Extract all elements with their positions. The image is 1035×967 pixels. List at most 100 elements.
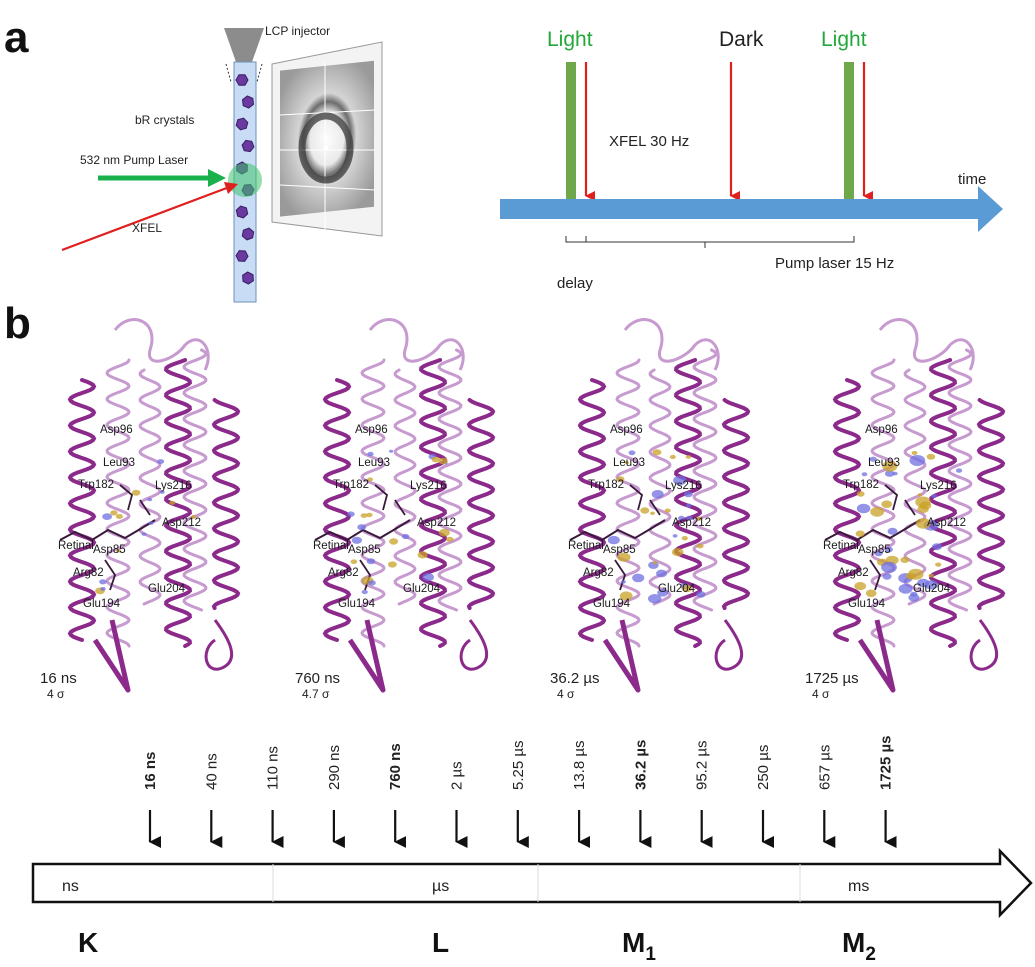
negative-density [874,550,883,557]
scale-label-us: µs [432,878,449,895]
structure-sigma-label: 4.7 σ [302,687,330,701]
helix [721,398,751,610]
pump-rate-label: Pump laser 15 Hz [775,255,894,272]
scale-label-ms: ms [848,878,869,895]
structure-time-label: 760 ns [295,670,340,687]
negative-density [651,490,664,499]
helix [105,358,131,648]
retinal-chain [569,519,666,542]
negative-density [401,533,410,540]
residue-label-arg82: Arg82 [583,567,614,579]
positive-density [131,489,141,496]
negative-density [909,455,926,466]
positive-density [431,456,440,463]
negative-density [607,535,620,545]
negative-density [887,527,898,535]
xfel-beam [61,184,233,252]
residue-label-asp85: Asp85 [348,544,381,556]
state-k: K [78,927,98,958]
light-label-2: Light [821,28,867,51]
side-chains [869,484,916,591]
negative-density [157,459,165,464]
timepoint-label: 5.25 µs [510,740,527,790]
lcp-injector-label: LCP injector [265,24,330,38]
side-chains [104,484,151,591]
crystal-icon [242,271,254,285]
helix [928,358,958,648]
negative-density [361,589,368,595]
structure-3: Asp96 Leu93 Trp182 Lys216 Asp212 Retinal Asp85… [550,318,751,701]
positive-density [882,461,898,472]
residue-label-asp212: Asp212 [162,517,201,529]
residue-label-arg82: Arg82 [328,567,359,579]
structure-sigma-label: 4 σ [557,687,575,701]
interaction-spot [228,163,262,197]
residue-label-glu204: Glu204 [403,583,441,595]
negative-density [956,468,963,473]
negative-density [917,578,930,588]
detector-icon [271,41,383,237]
helix [615,358,641,648]
positive-density [367,477,373,482]
side-chains [614,484,661,591]
negative-density [141,532,147,536]
helix [903,368,927,606]
helix [138,368,162,606]
residue-label-trp182: Trp182 [78,479,114,491]
structure-time-label: 36.2 µs [550,670,600,687]
retinal-chain [59,519,156,542]
helix [437,348,463,612]
positive-density [681,584,693,593]
positive-density [350,559,358,564]
negative-density [884,546,893,553]
helix [648,368,672,606]
loop [368,318,465,371]
positive-density [116,549,121,553]
residue-label-lys216: Lys216 [665,480,702,492]
positive-density [115,514,123,519]
pump-pulse-bar-1 [566,62,576,202]
positive-density [854,582,867,591]
timepoint-label: 95.2 µs [694,740,711,790]
positive-density [926,453,936,460]
loop [623,318,720,371]
loop [878,318,975,371]
timepoint-label: 36.2 µs [632,740,649,790]
helix [947,348,973,612]
positive-density [110,510,118,516]
panel-b-label: b [4,299,31,348]
crystal-icon [235,117,249,131]
negative-density [102,513,112,520]
negative-density [678,515,685,521]
positive-density [919,501,932,510]
residue-label-glu194: Glu194 [848,598,886,610]
negative-density [147,497,153,502]
positive-density [617,552,631,562]
pump-pulse-bar-2 [844,62,854,202]
loop [714,619,744,671]
structure-4: Asp96 Leu93 Trp182 Lys216 Asp212 Retinal Asp85… [805,318,1006,701]
negative-density [931,494,938,498]
negative-density [696,591,706,598]
positive-density [169,500,176,505]
negative-density [367,451,374,457]
crystal-icon [241,95,255,109]
residue-label-lys216: Lys216 [155,480,192,492]
negative-density [898,583,913,594]
pump-probe-timing-diagram: Light Dark Light XFEL 30 Hz time delay P… [500,28,1003,292]
crystal-icon [235,205,249,219]
light-label-1: Light [547,28,593,51]
positive-density [855,530,865,537]
negative-density [366,558,376,565]
positive-density [446,536,454,542]
negative-density [620,580,626,584]
structure-1: Asp96 Leu93 Trp182 Lys216 Asp212 Retinal Asp85… [40,318,241,701]
state-m2: M2 [842,927,876,965]
negative-density [856,503,871,514]
positive-density [928,573,934,578]
residue-label-asp96: Asp96 [100,424,133,436]
positive-density [696,516,703,521]
positive-density [616,476,625,482]
residue-label-trp182: Trp182 [588,479,624,491]
xfel-rate-label: XFEL 30 Hz [609,133,689,150]
